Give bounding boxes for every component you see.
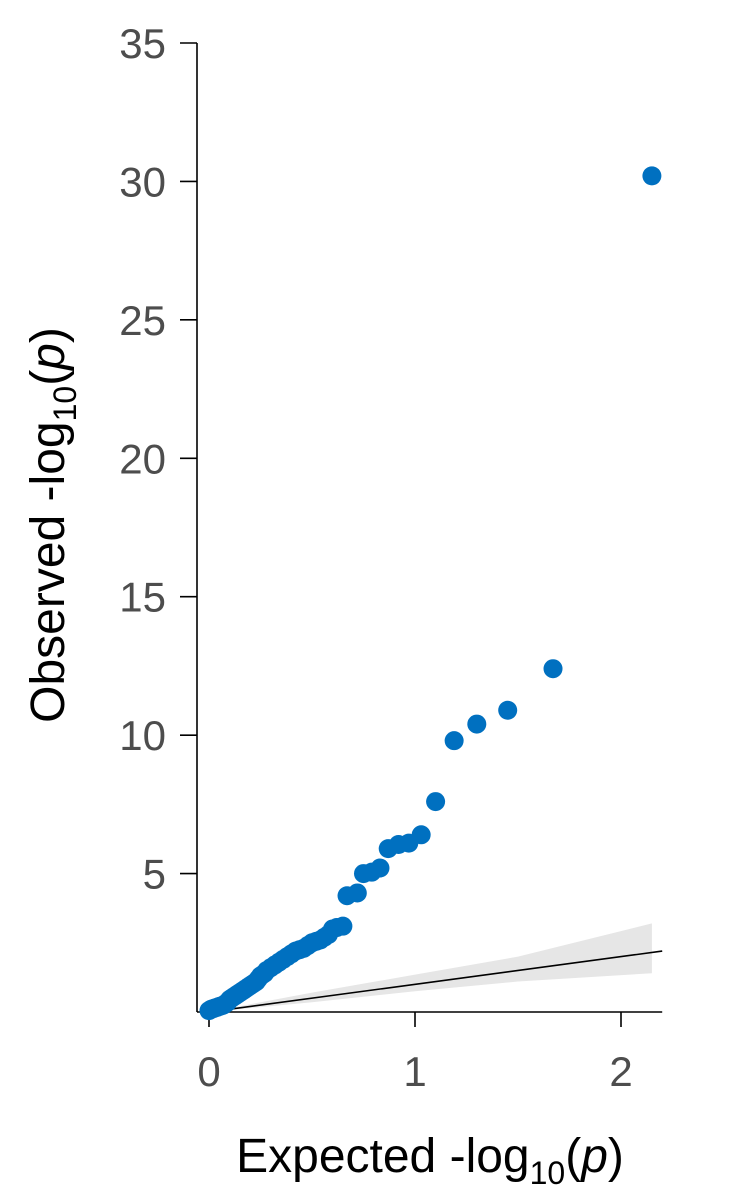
- data-point: [347, 883, 367, 903]
- points-layer: [199, 166, 662, 1021]
- y-axis-title-variable: p: [22, 343, 75, 372]
- y-axis-title-close-paren: ): [22, 327, 75, 343]
- data-point: [467, 714, 487, 734]
- data-point: [543, 659, 563, 679]
- reference-line: [208, 950, 663, 1013]
- data-point: [444, 731, 464, 751]
- y-tick-label: 15: [119, 574, 166, 621]
- confidence-band: [209, 923, 652, 1012]
- y-tick-label: 25: [119, 297, 166, 344]
- x-axis-title-close-paren: ): [608, 1130, 624, 1183]
- data-point: [333, 916, 353, 936]
- x-tick-label: 1: [403, 1048, 426, 1095]
- data-point: [642, 166, 662, 186]
- x-axis-title-variable: p: [579, 1130, 608, 1183]
- y-tick-label: 10: [119, 712, 166, 759]
- data-point: [498, 700, 518, 720]
- x-axis-title-open-paren: (: [565, 1130, 581, 1183]
- confidence-band-layer: [209, 923, 652, 1012]
- y-tick-label: 35: [119, 20, 166, 67]
- x-axis-title-prefix: Expected -log: [236, 1130, 530, 1183]
- data-point: [370, 858, 390, 878]
- x-axis-title: Expected -log10(p): [236, 1130, 624, 1191]
- axes: [196, 43, 663, 1013]
- y-tick-label: 20: [119, 435, 166, 482]
- y-tick-label: 5: [143, 851, 166, 898]
- y-axis-title-subscript: 10: [47, 386, 83, 422]
- x-axis-title-subscript: 10: [530, 1155, 566, 1191]
- y-tick-label: 30: [119, 158, 166, 205]
- y-axis-title: Observed -log10(p): [22, 327, 83, 723]
- tick-layer: 5 10 15 20 25 30 35 0 1 2: [119, 20, 632, 1095]
- data-point: [411, 825, 431, 845]
- data-point: [426, 792, 446, 812]
- y-axis-title-open-paren: (: [22, 370, 75, 386]
- reference-line-layer: [208, 950, 663, 1013]
- x-tick-label: 0: [197, 1048, 220, 1095]
- x-tick-label: 2: [609, 1048, 632, 1095]
- y-axis-title-prefix: Observed -log: [22, 421, 75, 722]
